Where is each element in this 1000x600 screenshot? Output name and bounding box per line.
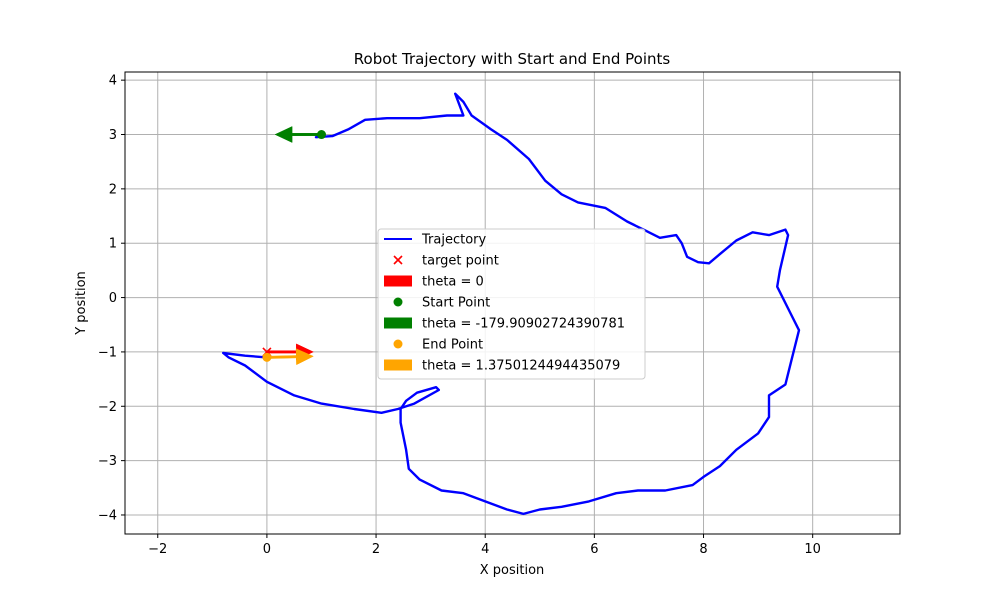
- y-tick-label: −1: [98, 345, 117, 360]
- axes-frame: [124, 71, 901, 535]
- y-tick-label: 2: [109, 182, 117, 197]
- y-tick-label: 1: [109, 237, 117, 252]
- legend-label: End Point: [422, 338, 483, 353]
- x-tick-label: −2: [148, 542, 167, 557]
- y-tick-label: −3: [98, 454, 117, 469]
- legend-label: Start Point: [422, 296, 490, 311]
- legend-label: theta = 1.3750124494435079: [422, 359, 620, 374]
- legend-dot-swatch: [393, 339, 403, 349]
- legend-label: theta = 0: [422, 275, 484, 290]
- legend-arrow-swatch: [384, 317, 412, 329]
- x-tick-label: 6: [590, 542, 598, 557]
- x-tick-label: 10: [804, 542, 821, 557]
- legend-dot-swatch: [393, 297, 403, 307]
- y-tick-label: −4: [98, 508, 117, 523]
- legend-arrow-swatch: [384, 359, 412, 371]
- legend-x-swatch: [393, 255, 403, 265]
- end-point-marker: [262, 352, 272, 362]
- y-tick-label: 0: [109, 291, 117, 306]
- legend-arrow-swatch: [384, 275, 412, 287]
- legend-label: Trajectory: [421, 233, 486, 248]
- y-tick-label: 3: [109, 128, 117, 143]
- chart-title: Robot Trajectory with Start and End Poin…: [354, 50, 671, 68]
- start-arrow-heading: [274, 126, 322, 143]
- y-axis-label: Y position: [74, 271, 89, 336]
- legend: Trajectory target point theta = 0 Start Poi…: [377, 228, 646, 380]
- x-axis-label: X position: [480, 563, 545, 578]
- y-tick-label: −2: [98, 400, 117, 415]
- end-arrow-heading: [266, 348, 314, 366]
- legend-label: target point: [422, 254, 499, 269]
- legend-label: theta = -179.90902724390781: [422, 317, 625, 332]
- plot-area: [222, 92, 801, 516]
- x-tick-label: 4: [481, 542, 489, 557]
- trajectory-line: [222, 92, 801, 516]
- start-point-marker: [316, 130, 326, 140]
- x-tick-label: 2: [372, 542, 380, 557]
- axis-ticks: −2 0 2 4 6 8 10 −4 −3 −2 −1 0 1 2 3 4: [98, 74, 821, 557]
- x-tick-label: 0: [263, 542, 271, 557]
- legend-box: [377, 228, 646, 380]
- x-tick-label: 8: [699, 542, 707, 557]
- y-tick-label: 4: [109, 74, 117, 89]
